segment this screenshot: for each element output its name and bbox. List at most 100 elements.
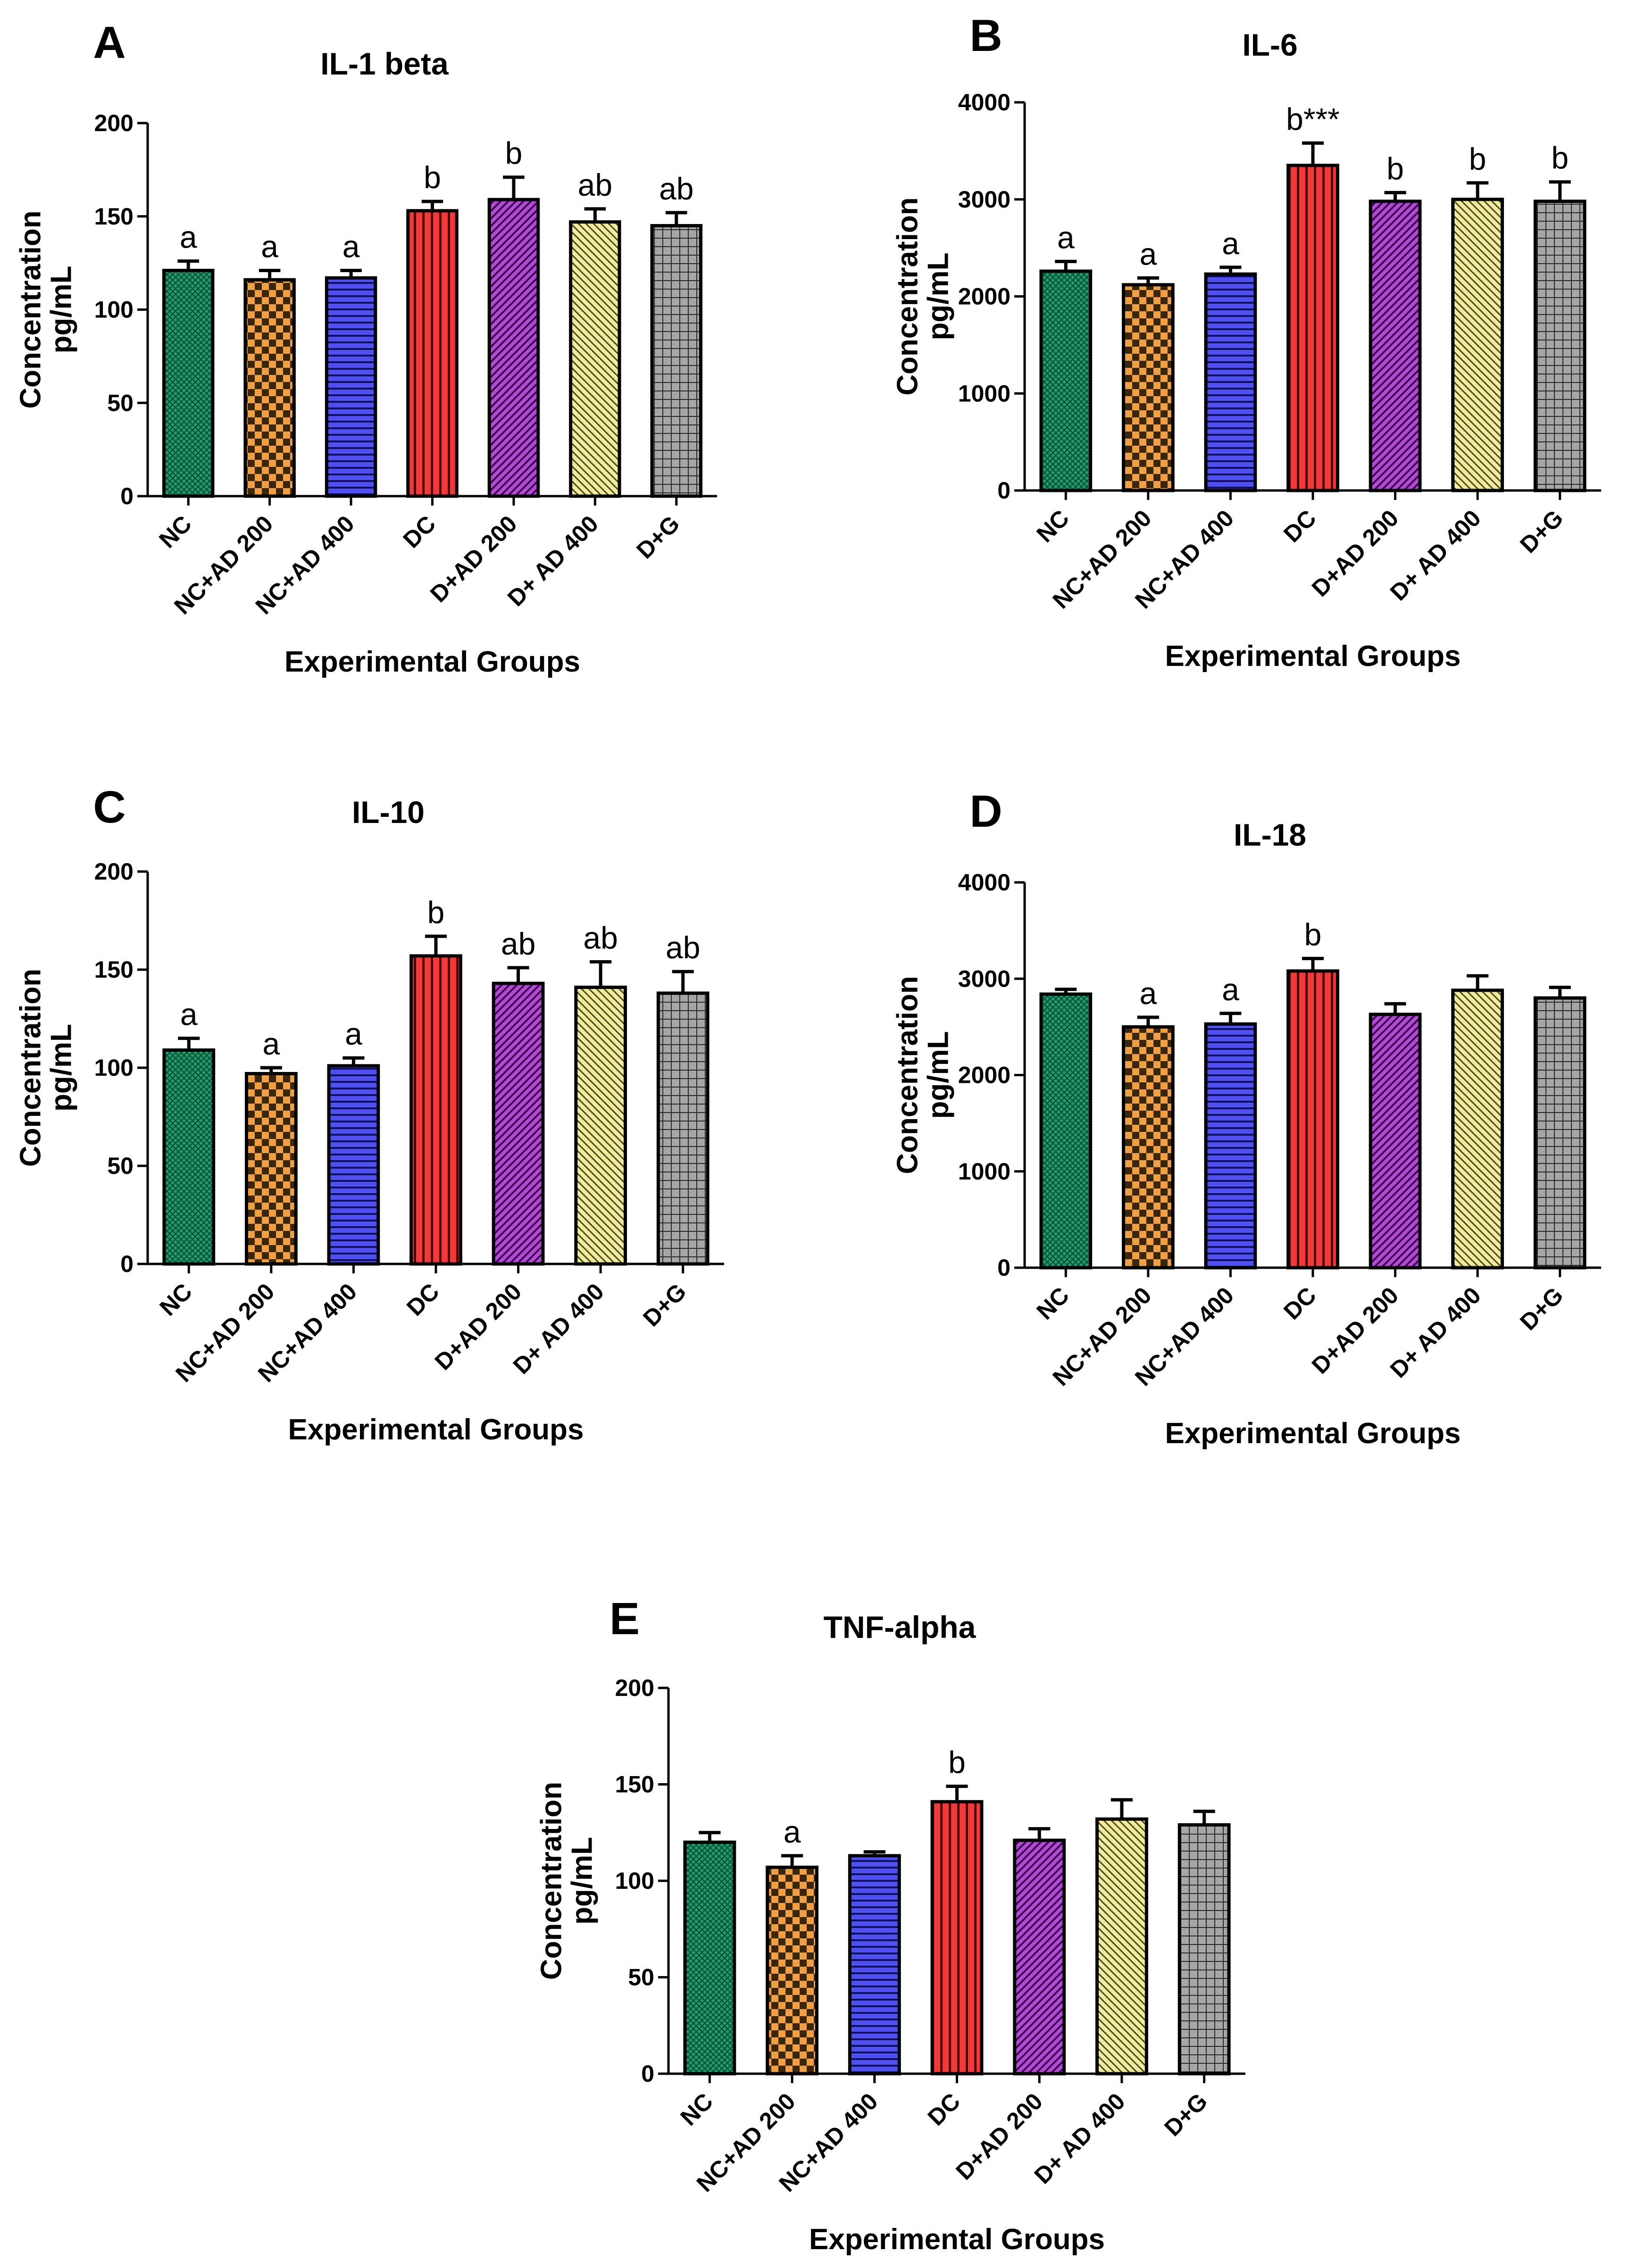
bar-d-ad-200 [487, 198, 540, 498]
significance-label: a [345, 1016, 362, 1051]
bar-nc-ad-400 [325, 276, 377, 498]
y-axis-label-line2: pg/mL [566, 1837, 599, 1925]
bar-nc [162, 1048, 216, 1266]
bar-d-ad-200 [1013, 1838, 1066, 2076]
y-axis-label: Concentrationpg/mL [535, 1782, 599, 1980]
chart-title: IL-6 [1242, 27, 1297, 62]
panel-label: C [93, 782, 125, 832]
bar-nc-ad-400 [1204, 1022, 1257, 1270]
panel-label: B [969, 10, 1002, 61]
panel-c: C IL-10 0 50 100 150 200 Concentrationpg/mL a NC a… [15, 782, 724, 1446]
significance-label: b [948, 1745, 966, 1780]
chart-title: TNF-alpha [824, 1610, 977, 1645]
bar-d-ad-200 [492, 981, 545, 1266]
x-tick-label: DC [1278, 505, 1321, 548]
y-tick-label: 1000 [958, 1158, 1010, 1185]
x-tick-label: NC [675, 2088, 718, 2131]
bar-nc-ad-200 [766, 1865, 818, 2076]
y-tick-label: 0 [997, 1254, 1010, 1281]
bar-d-ad-200 [1369, 199, 1422, 492]
chart-title: IL-1 beta [320, 46, 449, 81]
panel-e: E TNF-alpha 0 50 100 150 200 Concentrationpg/mL… [535, 1594, 1245, 2256]
significance-label: ab [578, 167, 612, 202]
x-tick-label: D+G [631, 510, 685, 564]
chart-title: IL-18 [1234, 817, 1306, 852]
significance-label: a [784, 1814, 801, 1849]
bar-nc [1039, 992, 1093, 1270]
significance-label: b [1551, 141, 1569, 175]
bar-dc [930, 1800, 984, 2076]
x-tick-label: D+G [1159, 2088, 1212, 2141]
y-tick-label: 3000 [958, 965, 1010, 992]
significance-label: b [427, 895, 445, 930]
bar-nc-ad-200 [244, 1072, 298, 1266]
x-tick-label: NC [154, 1278, 197, 1321]
significance-label: b*** [1286, 101, 1340, 136]
x-tick-label: DC [923, 2088, 966, 2131]
x-tick-label: NC [1031, 505, 1074, 548]
bar-d-g [650, 224, 703, 498]
x-tick-label: D+G [1515, 1282, 1568, 1335]
y-axis-label-line1: Concentration [892, 197, 924, 395]
bar-dc [1286, 969, 1339, 1270]
x-axis-label: Experimental Groups [1165, 640, 1461, 673]
x-tick-label: D+ AD 400 [1029, 2088, 1130, 2189]
significance-label: ab [666, 930, 700, 965]
panel-b: B IL-6 0 1000 2000 3000 4000 Concentrationpg/mL… [892, 10, 1601, 673]
significance-label: a [1139, 236, 1157, 271]
y-axis-label-line2: pg/mL [45, 266, 78, 354]
y-tick-label: 0 [120, 483, 134, 509]
significance-label: ab [501, 926, 535, 961]
y-tick-label: 4000 [958, 89, 1010, 116]
y-tick-label: 200 [615, 1675, 654, 1701]
bar-nc-ad-400 [1204, 272, 1257, 492]
y-tick-label: 50 [107, 390, 134, 416]
y-axis-label: Concentrationpg/mL [892, 197, 955, 395]
significance-label: ab [583, 920, 618, 955]
bar-d-ad-400 [1095, 1817, 1148, 2076]
y-tick-label: 200 [94, 110, 134, 136]
y-tick-label: 0 [997, 477, 1010, 504]
bar-nc-ad-200 [243, 278, 296, 498]
x-tick-label: DC [1278, 1282, 1321, 1325]
significance-label: a [1222, 972, 1239, 1007]
panel-label: E [609, 1594, 640, 1644]
bar-nc [1039, 269, 1093, 492]
y-axis-label-line1: Concentration [892, 976, 924, 1174]
x-axis-label: Experimental Groups [1165, 1417, 1461, 1450]
y-tick-label: 3000 [958, 186, 1010, 213]
significance-label: ab [659, 171, 693, 206]
significance-label: b [1386, 151, 1404, 186]
bar-nc-ad-400 [848, 1854, 901, 2076]
y-axis-label-line1: Concentration [15, 210, 47, 408]
significance-label: b [1469, 141, 1486, 176]
y-axis-label-line1: Concentration [15, 969, 47, 1167]
x-tick-label: D+G [1515, 505, 1568, 558]
y-tick-label: 150 [94, 956, 134, 983]
bar-nc [683, 1840, 736, 2076]
y-tick-label: 50 [628, 1964, 654, 1991]
x-tick-label: DC [398, 510, 441, 553]
x-axis-label: Experimental Groups [809, 2223, 1105, 2256]
bar-d-ad-400 [569, 220, 621, 498]
x-axis-label: Experimental Groups [288, 1413, 584, 1446]
bar-d-g [656, 991, 710, 1266]
y-axis-label: Concentrationpg/mL [892, 976, 955, 1174]
y-tick-label: 2000 [958, 1062, 1010, 1088]
bar-nc-ad-200 [1121, 1025, 1175, 1270]
bar-nc-ad-400 [327, 1064, 380, 1266]
x-tick-label: DC [401, 1278, 444, 1321]
bar-d-ad-400 [1451, 989, 1504, 1270]
bar-nc [162, 268, 215, 498]
y-axis-label-line2: pg/mL [45, 1024, 78, 1112]
significance-label: b [424, 160, 441, 195]
significance-label: a [1139, 976, 1157, 1011]
panel-a: A IL-1 beta 0 50 100 150 200 Concentrationpg/mL… [15, 17, 717, 678]
significance-label: a [1057, 220, 1075, 255]
y-tick-label: 1000 [958, 380, 1010, 407]
bar-d-ad-200 [1369, 1013, 1422, 1270]
y-axis-label: Concentrationpg/mL [15, 969, 78, 1167]
panel-label: A [93, 17, 125, 68]
x-tick-label: NC [154, 510, 197, 553]
